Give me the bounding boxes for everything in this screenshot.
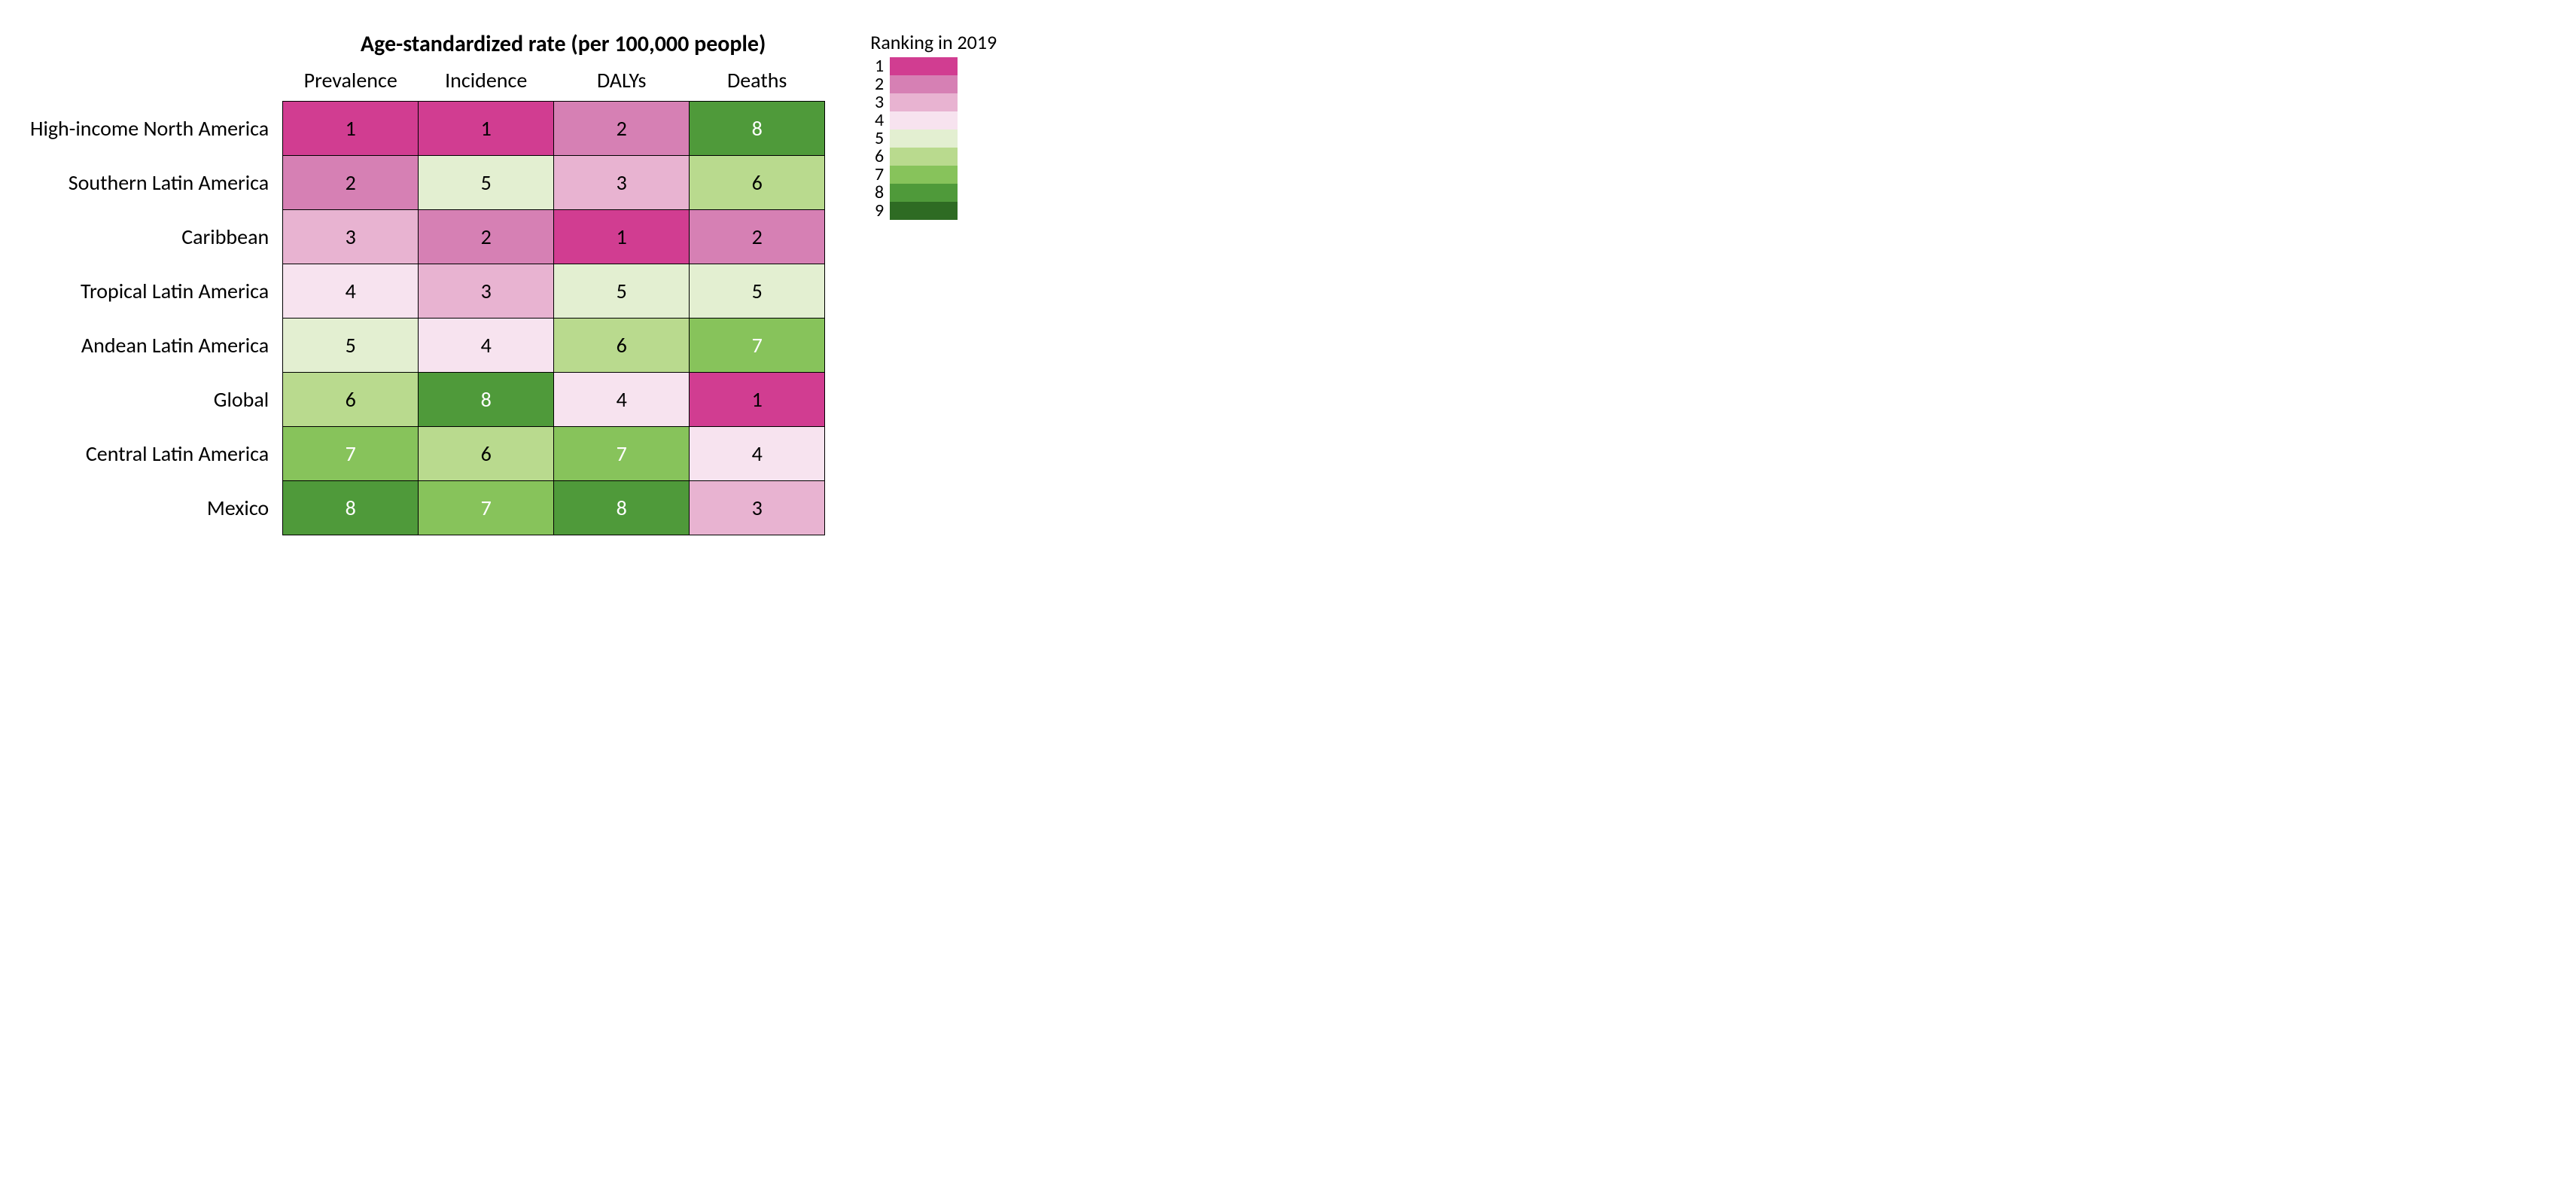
heatmap-figure: Age-standardized rate (per 100,000 peopl… (30, 30, 2546, 535)
row-label: High-income North America (30, 102, 283, 156)
heatmap-cell: 5 (554, 264, 690, 319)
heatmap-cell: 3 (554, 156, 690, 210)
legend-row: 7 (870, 166, 997, 184)
legend-swatch (890, 184, 958, 202)
heatmap-cell: 7 (283, 427, 419, 481)
heatmap-cell: 1 (554, 210, 690, 264)
heatmap-cell: 7 (690, 319, 825, 373)
legend-swatch (890, 93, 958, 111)
heatmap-cell: 1 (690, 373, 825, 427)
legend-row: 5 (870, 130, 997, 148)
legend-swatch (890, 148, 958, 166)
heatmap-cell: 6 (419, 427, 554, 481)
row-label: Central Latin America (30, 427, 283, 481)
row-label: Southern Latin America (30, 156, 283, 210)
heatmap-cell: 8 (419, 373, 554, 427)
heatmap-cell: 3 (419, 264, 554, 319)
col-head-incidence: Incidence (419, 62, 554, 102)
heatmap-cell: 3 (690, 481, 825, 535)
legend: Ranking in 2019 123456789 (870, 30, 997, 220)
heatmap-cell: 7 (554, 427, 690, 481)
heatmap-cell: 8 (690, 102, 825, 156)
col-head-dalys: DALYs (554, 62, 690, 102)
heatmap-cell: 3 (283, 210, 419, 264)
legend-swatch (890, 166, 958, 184)
heatmap-cell: 2 (690, 210, 825, 264)
legend-swatch (890, 130, 958, 148)
column-header-row: Prevalence Incidence DALYs Deaths (30, 62, 825, 102)
heatmap-cell: 5 (419, 156, 554, 210)
heatmap-cell: 4 (690, 427, 825, 481)
table-row: Andean Latin America5467 (30, 319, 825, 373)
row-label: Andean Latin America (30, 319, 283, 373)
heatmap-cell: 5 (690, 264, 825, 319)
legend-row: 2 (870, 75, 997, 93)
legend-swatch (890, 57, 958, 75)
legend-row: 1 (870, 57, 997, 75)
heatmap-cell: 4 (283, 264, 419, 319)
heatmap-cell: 2 (554, 102, 690, 156)
heatmap-cell: 1 (283, 102, 419, 156)
legend-swatch (890, 111, 958, 130)
heatmap-chart: Age-standardized rate (per 100,000 peopl… (30, 30, 825, 535)
row-label: Caribbean (30, 210, 283, 264)
chart-title: Age-standardized rate (per 100,000 peopl… (301, 30, 825, 58)
legend-title: Ranking in 2019 (870, 30, 997, 54)
heatmap-cell: 4 (419, 319, 554, 373)
legend-row: 6 (870, 148, 997, 166)
heatmap-cell: 6 (690, 156, 825, 210)
heatmap-cell: 1 (419, 102, 554, 156)
heatmap-cell: 7 (419, 481, 554, 535)
legend-row: 3 (870, 93, 997, 111)
table-row: Caribbean3212 (30, 210, 825, 264)
table-row: Global6841 (30, 373, 825, 427)
heatmap-cell: 6 (283, 373, 419, 427)
row-label: Mexico (30, 481, 283, 535)
legend-row: 9 (870, 202, 997, 220)
col-head-prevalence: Prevalence (283, 62, 419, 102)
heatmap-cell: 4 (554, 373, 690, 427)
table-row: Mexico8783 (30, 481, 825, 535)
heatmap-cell: 8 (554, 481, 690, 535)
table-row: Tropical Latin America4355 (30, 264, 825, 319)
row-label: Global (30, 373, 283, 427)
heatmap-cell: 6 (554, 319, 690, 373)
heatmap-cell: 8 (283, 481, 419, 535)
legend-rank-label: 9 (870, 202, 890, 220)
table-row: Central Latin America7674 (30, 427, 825, 481)
heatmap-cell: 2 (419, 210, 554, 264)
legend-swatch (890, 75, 958, 93)
col-head-deaths: Deaths (690, 62, 825, 102)
legend-row: 4 (870, 111, 997, 130)
legend-row: 8 (870, 184, 997, 202)
table-row: Southern Latin America2536 (30, 156, 825, 210)
table-row: High-income North America1128 (30, 102, 825, 156)
row-label: Tropical Latin America (30, 264, 283, 319)
heatmap-cell: 5 (283, 319, 419, 373)
heatmap-table: Prevalence Incidence DALYs Deaths High-i… (30, 62, 825, 535)
legend-swatch (890, 202, 958, 220)
heatmap-cell: 2 (283, 156, 419, 210)
